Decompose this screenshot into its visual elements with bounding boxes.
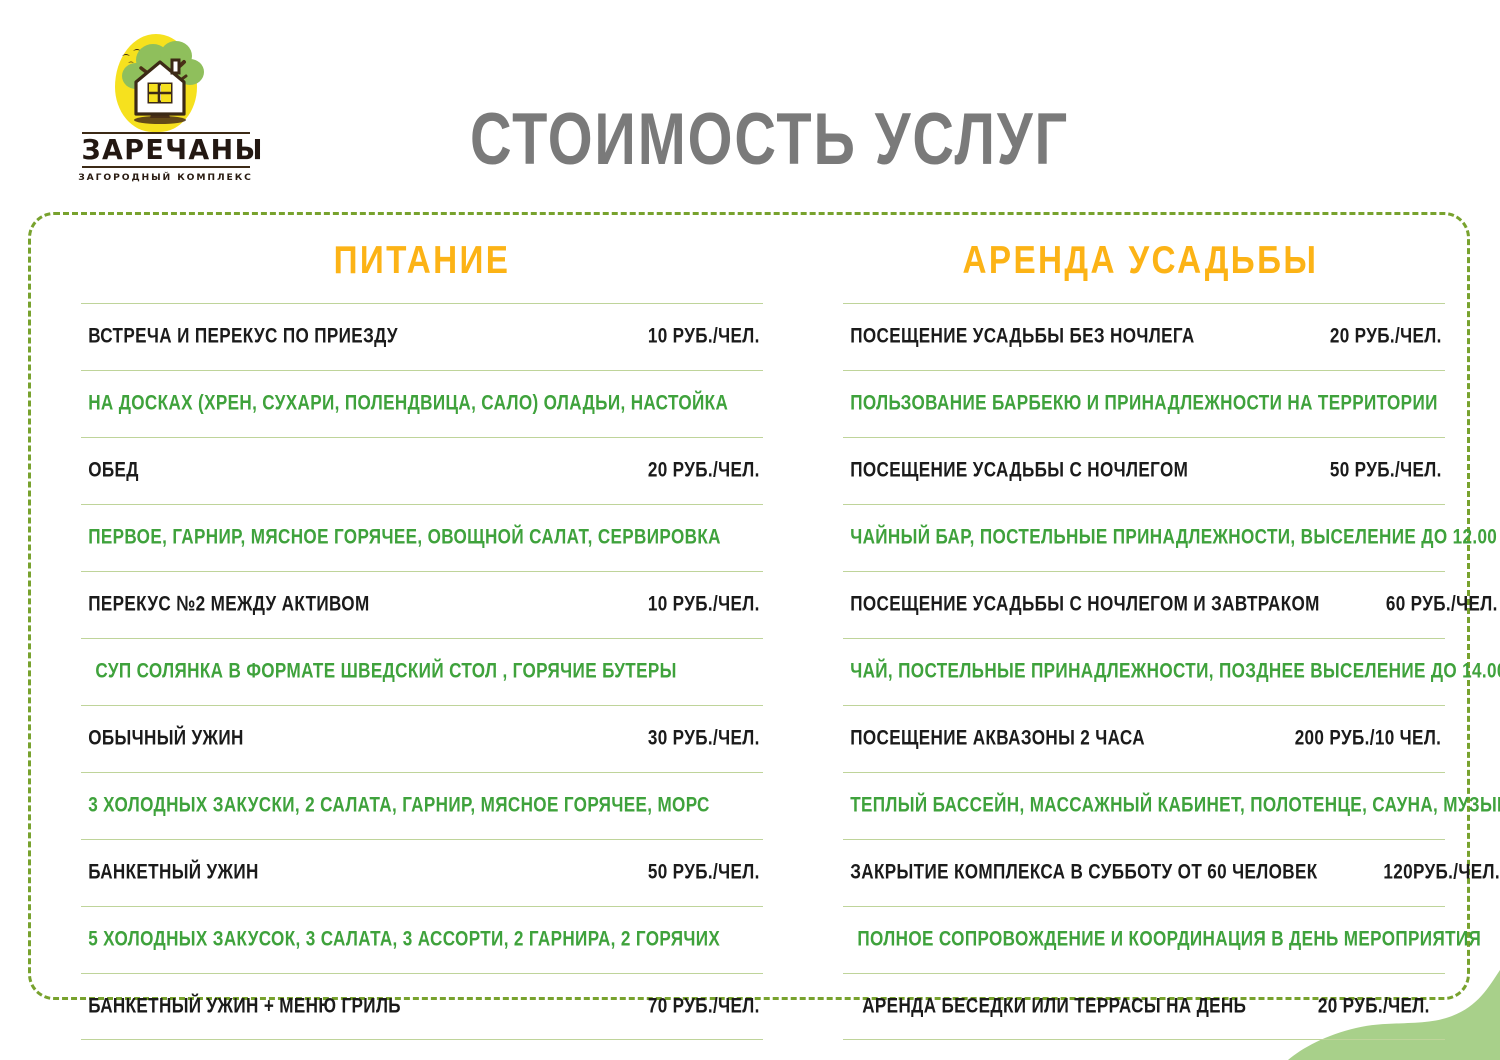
price-panel: ПИТАНИЕ ВСТРЕЧА И ПЕРЕКУС ПО ПРИЕЗДУ 10 … <box>28 212 1500 1040</box>
page-title: СТОИМОСТЬ УСЛУГ <box>470 98 1070 181</box>
table-row[interactable]: ПОСЕЩЕНИЕ УСАДЬБЫ С НОЧЛЕГОМ И ЗАВТРАКОМ… <box>843 571 1497 638</box>
service-price: 20 РУБ./ЧЕЛ. <box>1317 994 1430 1018</box>
service-price: 20 РУБ./ЧЕЛ. <box>647 458 760 483</box>
service-detail: СУП СОЛЯНКА В ФОРМАТЕ ШВЕДСКИЙ СТОЛ , ГО… <box>95 659 677 684</box>
service-name: ОБЕД <box>88 458 139 483</box>
brand-name: ЗАРЕЧАНЫ <box>81 133 264 166</box>
service-name: ПОСЕЩЕНИЕ УСАДЬБЫ С НОЧЛЕГОМ И ЗАВТРАКОМ <box>850 592 1320 617</box>
brand-subtitle: ЗАГОРОДНЫЙ КОМПЛЕКС <box>78 172 253 183</box>
service-detail: 5 ХОЛОДНЫХ ЗАКУСОК, 3 САЛАТА, 3 АССОРТИ,… <box>88 927 721 952</box>
table-row[interactable]: ОБЕД 20 РУБ./ЧЕЛ. <box>81 437 763 504</box>
table-row-detail: ПОЛНОЕ СОПРОВОЖДЕНИЕ И КООРДИНАЦИЯ В ДЕН… <box>843 906 1481 973</box>
column-heading-arenda: АРЕНДА УСАДЬБЫ <box>962 239 1319 282</box>
table-row[interactable]: ЗАКРЫТИЕ КОМПЛЕКСА В СУББОТУ ОТ 60 ЧЕЛОВ… <box>843 839 1500 906</box>
column-heading-pitanie: ПИТАНИЕ <box>333 239 511 282</box>
table-row-detail: ПОЛЬЗОВАНИЕ БАРБЕКЮ И ПРИНАДЛЕЖНОСТИ НА … <box>843 370 1445 437</box>
service-detail: ТЕПЛЫЙ БАССЕЙН, МАССАЖНЫЙ КАБИНЕТ, ПОЛОТ… <box>850 793 1500 818</box>
service-detail: НА ДОСКАХ (ХРЕН, СУХАРИ, ПОЛЕНДВИЦА, САЛ… <box>88 391 729 416</box>
service-name: ПЕРЕКУС №2 МЕЖДУ АКТИВОМ <box>88 592 370 617</box>
service-price: 50 РУБ./ЧЕЛ. <box>647 860 760 885</box>
service-name: БАНКЕТНЫЙ УЖИН <box>88 860 259 885</box>
tree-house-icon <box>122 41 204 124</box>
service-name: ЗАКРЫТИЕ КОМПЛЕКСА В СУББОТУ ОТ 60 ЧЕЛОВ… <box>850 860 1318 885</box>
service-price: 50 РУБ./ЧЕЛ. <box>1329 458 1442 483</box>
column-arenda-usadby: АРЕНДА УСАДЬБЫ ПОСЕЩЕНИЕ УСАДЬБЫ БЕЗ НОЧ… <box>843 215 1500 1040</box>
service-name: ОБЫЧНЫЙ УЖИН <box>88 726 244 751</box>
table-row[interactable]: ПЕРЕКУС №2 МЕЖДУ АКТИВОМ 10 РУБ./ЧЕЛ. <box>81 571 763 638</box>
service-name: ПОСЕЩЕНИЕ УСАДЬБЫ С НОЧЛЕГОМ <box>850 458 1189 483</box>
service-name: ВСТРЕЧА И ПЕРЕКУС ПО ПРИЕЗДУ <box>88 324 398 349</box>
service-detail: ЧАЙ, ПОСТЕЛЬНЫЕ ПРИНАДЛЕЖНОСТИ, ПОЗДНЕЕ … <box>850 659 1500 684</box>
table-row[interactable]: БАНКЕТНЫЙ УЖИН + МЕНЮ ГРИЛЬ 70 РУБ./ЧЕЛ. <box>81 973 763 1040</box>
logo-mark <box>78 32 253 137</box>
service-name: ПОСЕЩЕНИЕ УСАДЬБЫ БЕЗ НОЧЛЕГА <box>850 324 1195 349</box>
logo-divider-top <box>81 132 250 134</box>
logo-divider-bottom <box>81 166 250 168</box>
table-row[interactable]: ВСТРЕЧА И ПЕРЕКУС ПО ПРИЕЗДУ 10 РУБ./ЧЕЛ… <box>81 303 763 370</box>
service-price: 60 РУБ./ЧЕЛ. <box>1385 592 1498 617</box>
table-row-detail: 3 ХОЛОДНЫХ ЗАКУСКИ, 2 САЛАТА, ГАРНИР, МЯ… <box>81 772 763 839</box>
logo-wordmark: ЗАРЕЧАНЫ ЗАГОРОДНЫЙ КОМПЛЕКС <box>78 132 264 186</box>
table-row[interactable]: ОБЫЧНЫЙ УЖИН 30 РУБ./ЧЕЛ. <box>81 705 763 772</box>
table-row-detail: СУП СОЛЯНКА В ФОРМАТЕ ШВЕДСКИЙ СТОЛ , ГО… <box>81 638 763 705</box>
service-price: 30 РУБ./ЧЕЛ. <box>647 726 760 751</box>
service-price: 200 РУБ./10 ЧЕЛ. <box>1294 726 1442 751</box>
service-name: БАНКЕТНЫЙ УЖИН + МЕНЮ ГРИЛЬ <box>88 994 401 1018</box>
price-columns: ПИТАНИЕ ВСТРЕЧА И ПЕРЕКУС ПО ПРИЕЗДУ 10 … <box>31 215 1500 1040</box>
service-detail: ПЕРВОЕ, ГАРНИР, МЯСНОЕ ГОРЯЧЕЕ, ОВОЩНОЙ … <box>88 525 721 550</box>
table-row[interactable]: АРЕНДА БЕСЕДКИ ИЛИ ТЕРРАСЫ НА ДЕНЬ 20 РУ… <box>843 973 1445 1040</box>
table-row-detail: НА ДОСКАХ (ХРЕН, СУХАРИ, ПОЛЕНДВИЦА, САЛ… <box>81 370 763 437</box>
column-pitanie: ПИТАНИЕ ВСТРЕЧА И ПЕРЕКУС ПО ПРИЕЗДУ 10 … <box>81 215 763 1040</box>
table-row-detail: ЧАЙНЫЙ БАР, ПОСТЕЛЬНЫЕ ПРИНАДЛЕЖНОСТИ, В… <box>843 504 1497 571</box>
rows-arenda: ПОСЕЩЕНИЕ УСАДЬБЫ БЕЗ НОЧЛЕГА 20 РУБ./ЧЕ… <box>843 303 1500 1040</box>
service-price: 120РУБ./ЧЕЛ. <box>1383 860 1500 885</box>
table-row[interactable]: ПОСЕЩЕНИЕ АКВАЗОНЫ 2 ЧАСА 200 РУБ./10 ЧЕ… <box>843 705 1445 772</box>
brand-logo: ЗАРЕЧАНЫ ЗАГОРОДНЫЙ КОМПЛЕКС <box>78 32 264 187</box>
service-detail: ЧАЙНЫЙ БАР, ПОСТЕЛЬНЫЕ ПРИНАДЛЕЖНОСТИ, В… <box>850 525 1498 550</box>
service-detail: ПОЛЬЗОВАНИЕ БАРБЕКЮ И ПРИНАДЛЕЖНОСТИ НА … <box>850 391 1438 416</box>
table-row[interactable]: ПОСЕЩЕНИЕ УСАДЬБЫ С НОЧЛЕГОМ 50 РУБ./ЧЕЛ… <box>843 437 1445 504</box>
table-row[interactable]: ПОСЕЩЕНИЕ УСАДЬБЫ БЕЗ НОЧЛЕГА 20 РУБ./ЧЕ… <box>843 303 1445 370</box>
service-price: 70 РУБ./ЧЕЛ. <box>647 994 760 1018</box>
table-row-detail: ЧАЙ, ПОСТЕЛЬНЫЕ ПРИНАДЛЕЖНОСТИ, ПОЗДНЕЕ … <box>843 638 1500 705</box>
rows-pitanie: ВСТРЕЧА И ПЕРЕКУС ПО ПРИЕЗДУ 10 РУБ./ЧЕЛ… <box>81 303 763 1040</box>
table-row-detail: ТЕПЛЫЙ БАССЕЙН, МАССАЖНЫЙ КАБИНЕТ, ПОЛОТ… <box>843 772 1500 839</box>
service-price: 10 РУБ./ЧЕЛ. <box>647 592 760 617</box>
table-row-detail: 5 ХОЛОДНЫХ ЗАКУСОК, 3 САЛАТА, 3 АССОРТИ,… <box>81 906 763 973</box>
service-name: АРЕНДА БЕСЕДКИ ИЛИ ТЕРРАСЫ НА ДЕНЬ <box>862 994 1247 1018</box>
service-detail: 3 ХОЛОДНЫХ ЗАКУСКИ, 2 САЛАТА, ГАРНИР, МЯ… <box>88 793 710 818</box>
table-row[interactable]: БАНКЕТНЫЙ УЖИН 50 РУБ./ЧЕЛ. <box>81 839 763 906</box>
service-price: 20 РУБ./ЧЕЛ. <box>1329 324 1442 349</box>
table-row-detail: ПЕРВОЕ, ГАРНИР, МЯСНОЕ ГОРЯЧЕЕ, ОВОЩНОЙ … <box>81 504 763 571</box>
service-detail: ПОЛНОЕ СОПРОВОЖДЕНИЕ И КООРДИНАЦИЯ В ДЕН… <box>857 927 1482 952</box>
service-name: ПОСЕЩЕНИЕ АКВАЗОНЫ 2 ЧАСА <box>850 726 1145 751</box>
service-price: 10 РУБ./ЧЕЛ. <box>647 324 760 349</box>
page-header: ЗАРЕЧАНЫ ЗАГОРОДНЫЙ КОМПЛЕКС СТОИМОСТЬ У… <box>0 0 1500 205</box>
